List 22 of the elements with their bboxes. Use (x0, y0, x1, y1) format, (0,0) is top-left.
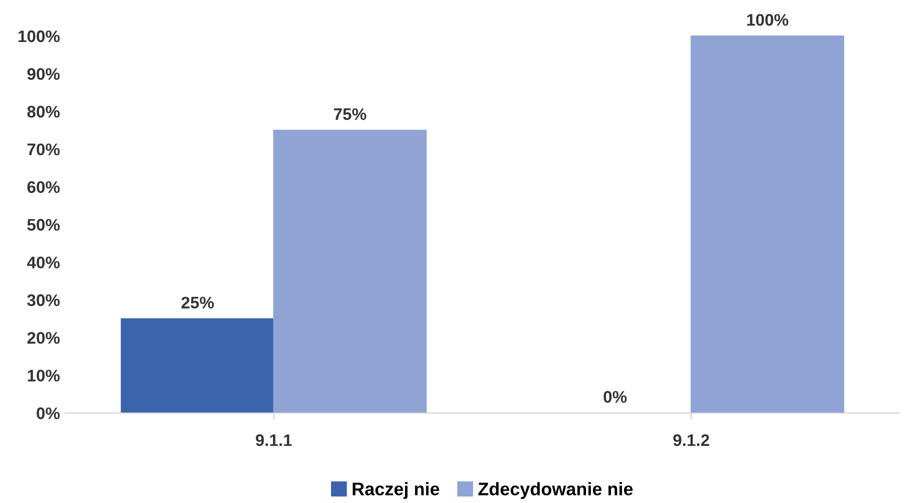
bar (120, 318, 274, 414)
legend-label: Zdecydowanie nie (478, 482, 633, 499)
y-tick-label: 70% (28, 144, 60, 156)
y-tick-label: 90% (27, 68, 60, 80)
legend-label: Raczej nie (352, 482, 440, 499)
y-tick-label: 50% (27, 218, 60, 231)
y-tick-label: 60% (27, 181, 60, 194)
x-tick-label: 9.1.1 (256, 434, 292, 446)
y-tick-label: 20% (27, 332, 60, 344)
y-tick-label: 40% (27, 256, 60, 268)
y-tick-label: 80% (27, 106, 60, 118)
bar (273, 130, 427, 414)
data-label: 100% (747, 14, 788, 26)
y-tick-label: 10% (28, 370, 60, 382)
y-tick-label: 100% (18, 30, 60, 42)
x-tick-label: 9.1.2 (673, 434, 710, 446)
y-tick-label: 0% (36, 407, 60, 420)
bar (690, 35, 844, 414)
data-label: 0% (604, 390, 627, 403)
data-label: 25% (181, 296, 214, 309)
y-tick-label: 30% (27, 294, 60, 306)
data-label: 75% (334, 108, 366, 120)
